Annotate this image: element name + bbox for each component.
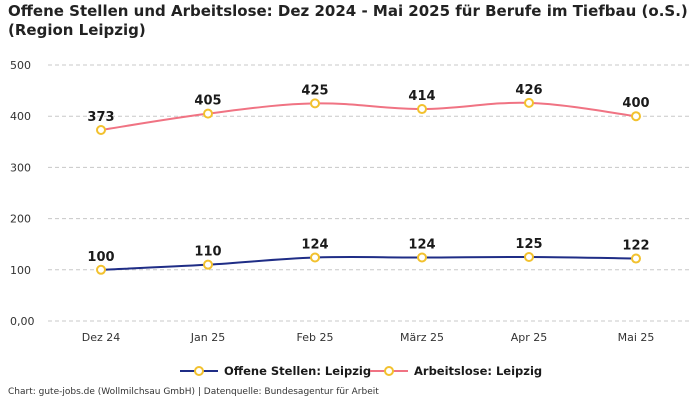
y-tick-label: 100 [10, 264, 31, 277]
data-label: 425 [301, 83, 328, 98]
x-tick-label: Feb 25 [297, 331, 334, 344]
legend: Offene Stellen: Leipzig Arbeitslose: Leip… [180, 364, 542, 378]
legend-label: Arbeitslose: Leipzig [414, 364, 542, 378]
x-tick-label: Jan 25 [190, 331, 225, 344]
series-line [100, 255, 637, 271]
data-label: 426 [515, 83, 542, 98]
data-label: 405 [194, 94, 221, 109]
x-axis: Dez 24 Jan 25 Feb 25 März 25 Apr 25 Mai 25 [82, 331, 655, 344]
y-tick-label: 0,00 [10, 315, 35, 328]
legend-swatch-marker [194, 366, 204, 376]
data-point [96, 264, 106, 275]
data-point [96, 125, 106, 136]
data-label: 414 [408, 89, 435, 104]
data-point [631, 111, 641, 122]
y-axis: 0,00 100 200 300 400 500 [10, 59, 35, 328]
gridlines [48, 64, 690, 322]
chart-title: Offene Stellen und Arbeitslose: Dez 2024… [8, 2, 688, 39]
x-tick-label: Dez 24 [82, 331, 121, 344]
data-label: 400 [622, 96, 649, 111]
data-point [524, 97, 534, 108]
data-point [417, 104, 427, 115]
series-points [96, 97, 641, 275]
y-tick-label: 200 [10, 213, 31, 226]
data-label: 100 [87, 250, 114, 265]
x-tick-label: Apr 25 [511, 331, 548, 344]
series-lines [100, 101, 637, 271]
x-tick-label: März 25 [400, 331, 444, 344]
data-point [524, 252, 534, 262]
data-point [203, 259, 213, 270]
data-label: 373 [87, 110, 114, 125]
data-point [203, 108, 213, 119]
data-labels: 100 110 124 124 125 122 373 405 425 414 426 400 [87, 83, 649, 265]
y-tick-label: 500 [10, 59, 31, 72]
data-label: 124 [301, 238, 328, 253]
x-tick-label: Mai 25 [618, 331, 655, 344]
series-line [100, 101, 637, 132]
y-tick-label: 300 [10, 161, 31, 174]
data-point [417, 252, 427, 263]
y-tick-label: 400 [10, 110, 31, 123]
data-point [310, 98, 320, 109]
data-label: 124 [408, 238, 435, 253]
data-label: 125 [515, 237, 542, 252]
legend-label: Offene Stellen: Leipzig [224, 364, 371, 378]
legend-swatch-marker [384, 366, 394, 376]
source-note: Chart: gute-jobs.de (Wollmilchsau GmbH) … [8, 387, 379, 397]
data-point [310, 252, 320, 263]
data-point [631, 253, 641, 264]
data-label: 122 [622, 239, 649, 254]
data-label: 110 [194, 245, 221, 260]
